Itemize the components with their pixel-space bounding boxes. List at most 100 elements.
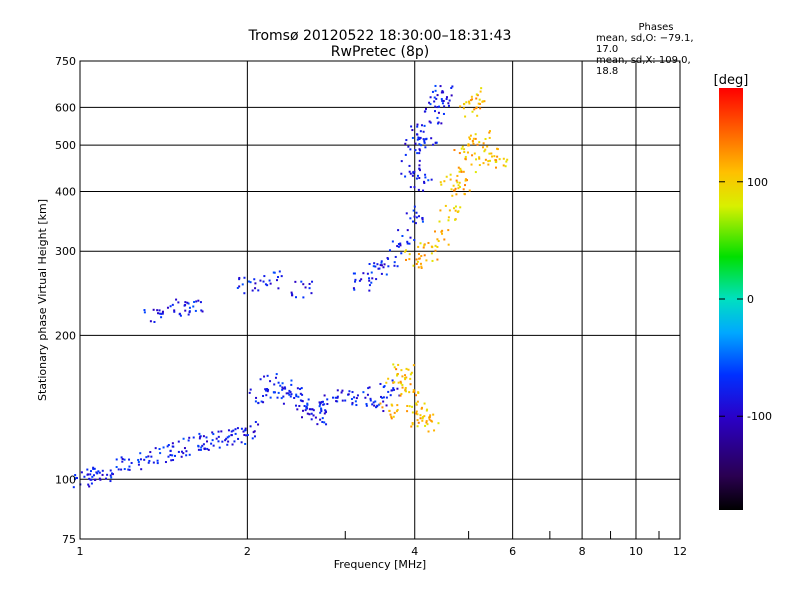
data-point (382, 410, 385, 413)
data-point (243, 292, 246, 295)
data-point (311, 280, 314, 283)
data-point (374, 265, 377, 268)
data-point (390, 389, 393, 392)
data-point (400, 382, 403, 385)
data-point (381, 406, 384, 409)
data-point (476, 143, 479, 146)
data-point (224, 439, 227, 442)
data-point (351, 403, 354, 406)
data-point (387, 265, 390, 268)
data-point (447, 219, 450, 222)
data-point (156, 309, 159, 312)
data-point (294, 280, 297, 283)
data-point (411, 423, 414, 426)
data-point (477, 102, 480, 105)
data-point (226, 436, 229, 439)
data-point (154, 447, 157, 450)
data-point (323, 412, 326, 415)
phase-heading: Phases (638, 22, 674, 33)
data-point (411, 411, 414, 414)
data-point (464, 158, 467, 161)
data-point (418, 143, 421, 146)
data-point (409, 373, 412, 376)
data-point (372, 265, 375, 268)
data-point (466, 151, 469, 154)
data-point (166, 445, 169, 448)
data-point (396, 374, 399, 377)
data-point (234, 432, 237, 435)
data-point (156, 459, 159, 462)
data-point (392, 363, 395, 366)
data-point (310, 412, 313, 415)
data-point (159, 452, 162, 455)
data-point (411, 136, 414, 139)
data-point (421, 218, 424, 221)
data-point (322, 403, 325, 406)
data-point (318, 405, 321, 408)
data-point (242, 430, 245, 433)
data-point (306, 412, 309, 415)
data-point (462, 188, 465, 191)
data-point (275, 373, 278, 376)
data-point (296, 408, 299, 411)
data-point (308, 413, 311, 416)
data-point (475, 97, 478, 100)
data-point (264, 388, 267, 391)
data-point (179, 314, 182, 317)
data-point (323, 394, 326, 397)
data-point (488, 130, 491, 133)
data-point (299, 399, 302, 402)
data-point (319, 411, 322, 414)
data-point (244, 442, 247, 445)
data-point (487, 163, 490, 166)
data-point (423, 180, 426, 183)
data-point (405, 376, 408, 379)
data-point (450, 94, 453, 97)
data-point (439, 85, 442, 88)
data-point (410, 125, 413, 128)
data-point (414, 222, 417, 225)
data-point (253, 430, 256, 433)
data-point (419, 242, 422, 245)
data-point (416, 125, 419, 128)
data-point (123, 468, 126, 471)
data-point (282, 387, 285, 390)
data-point (86, 468, 89, 471)
data-point (440, 98, 443, 101)
data-point (437, 240, 440, 243)
data-point (277, 381, 280, 384)
data-point (98, 477, 101, 480)
data-point (409, 186, 412, 189)
x-tick-label: 8 (579, 545, 586, 558)
data-point (291, 293, 294, 296)
data-point (145, 456, 148, 459)
data-point (353, 396, 356, 399)
data-point (283, 386, 286, 389)
data-point (424, 173, 427, 176)
data-point (434, 249, 437, 252)
data-point (411, 405, 414, 408)
data-point (408, 242, 411, 245)
data-point (441, 90, 444, 93)
data-point (441, 99, 444, 102)
data-point (279, 384, 282, 387)
data-point (169, 454, 172, 457)
data-point (289, 395, 292, 398)
data-point (404, 386, 407, 389)
data-point (334, 396, 337, 399)
data-point (202, 443, 205, 446)
data-point (409, 217, 412, 220)
data-point (187, 439, 190, 442)
data-point (382, 396, 385, 399)
data-point (454, 187, 457, 190)
data-point (471, 154, 474, 157)
data-point (185, 454, 188, 457)
data-point (475, 93, 478, 96)
data-point (115, 458, 118, 461)
data-point (399, 394, 402, 397)
data-point (418, 148, 421, 151)
data-point (481, 146, 484, 149)
data-point (491, 155, 494, 158)
data-point (385, 273, 388, 276)
data-point (480, 87, 483, 90)
